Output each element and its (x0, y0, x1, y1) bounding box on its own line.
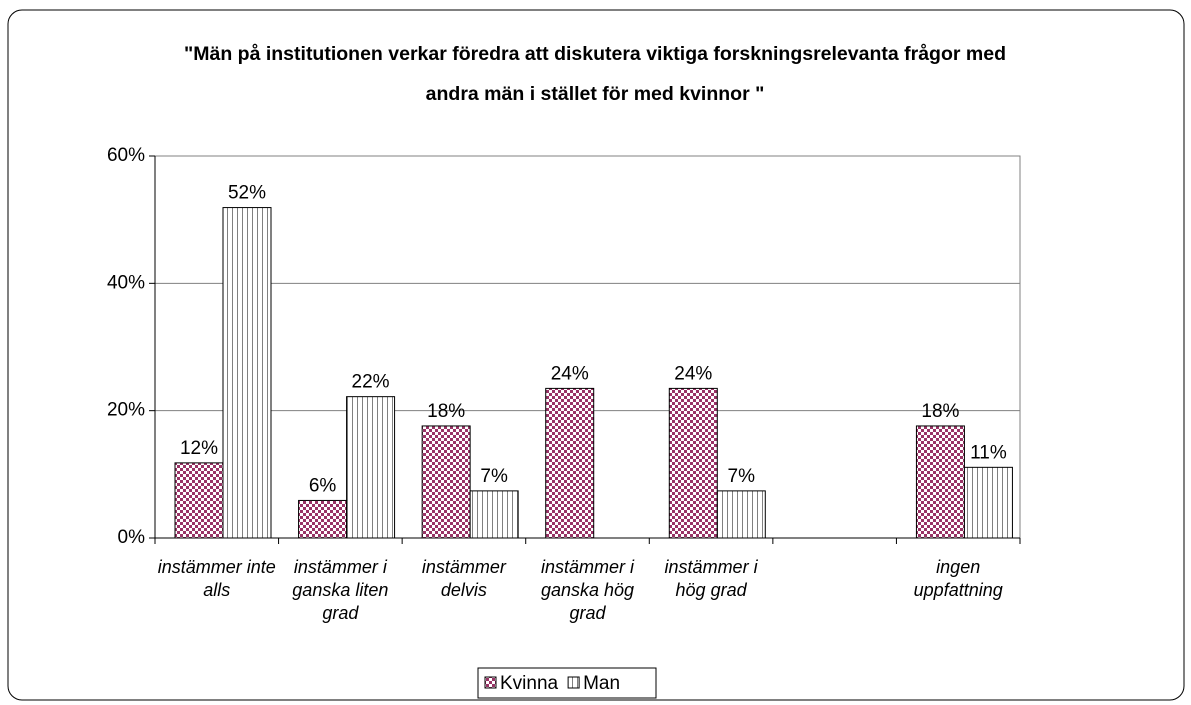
data-label: 22% (352, 372, 390, 393)
legend-swatch (484, 676, 497, 689)
bar (963, 466, 1013, 539)
chart-title: "Män på institutionen verkar föredra att… (184, 43, 1006, 105)
data-label: 24% (551, 363, 589, 384)
legend-swatch (567, 676, 580, 689)
data-label: 11% (970, 442, 1007, 463)
bar (716, 490, 766, 539)
bar (222, 207, 272, 539)
bar (298, 499, 348, 539)
x-tick-label: instämmer inte alls (157, 557, 276, 600)
data-label: 24% (674, 363, 712, 384)
bar (469, 490, 519, 539)
bar (346, 396, 396, 539)
bar (915, 425, 965, 539)
x-tick-label: instämmer i ganska hög grad (540, 557, 635, 623)
x-tick-label: instämmer i ganska liten grad (292, 557, 389, 623)
bar (545, 387, 595, 539)
data-label: 7% (728, 466, 756, 487)
legend-box (477, 667, 657, 699)
data-label: 7% (480, 466, 508, 487)
data-label: 18% (427, 401, 465, 422)
y-tick-label: 60% (107, 145, 145, 166)
bar (174, 462, 224, 539)
x-tick-label: instämmer i hög grad (664, 557, 758, 600)
legend-label: Man (583, 673, 620, 694)
y-tick-label: 20% (107, 400, 145, 421)
data-label: 18% (921, 401, 959, 422)
data-label: 12% (180, 438, 218, 459)
bar (421, 425, 471, 539)
x-tick-label: instämmer delvis (421, 557, 506, 600)
data-label: 6% (309, 475, 337, 496)
data-label: 52% (228, 183, 266, 204)
y-tick-label: 40% (107, 272, 145, 293)
x-tick-label: ingen uppfattning (913, 557, 1003, 600)
y-tick-label: 0% (118, 527, 146, 548)
legend-label: Kvinna (500, 673, 559, 694)
bar (668, 387, 718, 539)
